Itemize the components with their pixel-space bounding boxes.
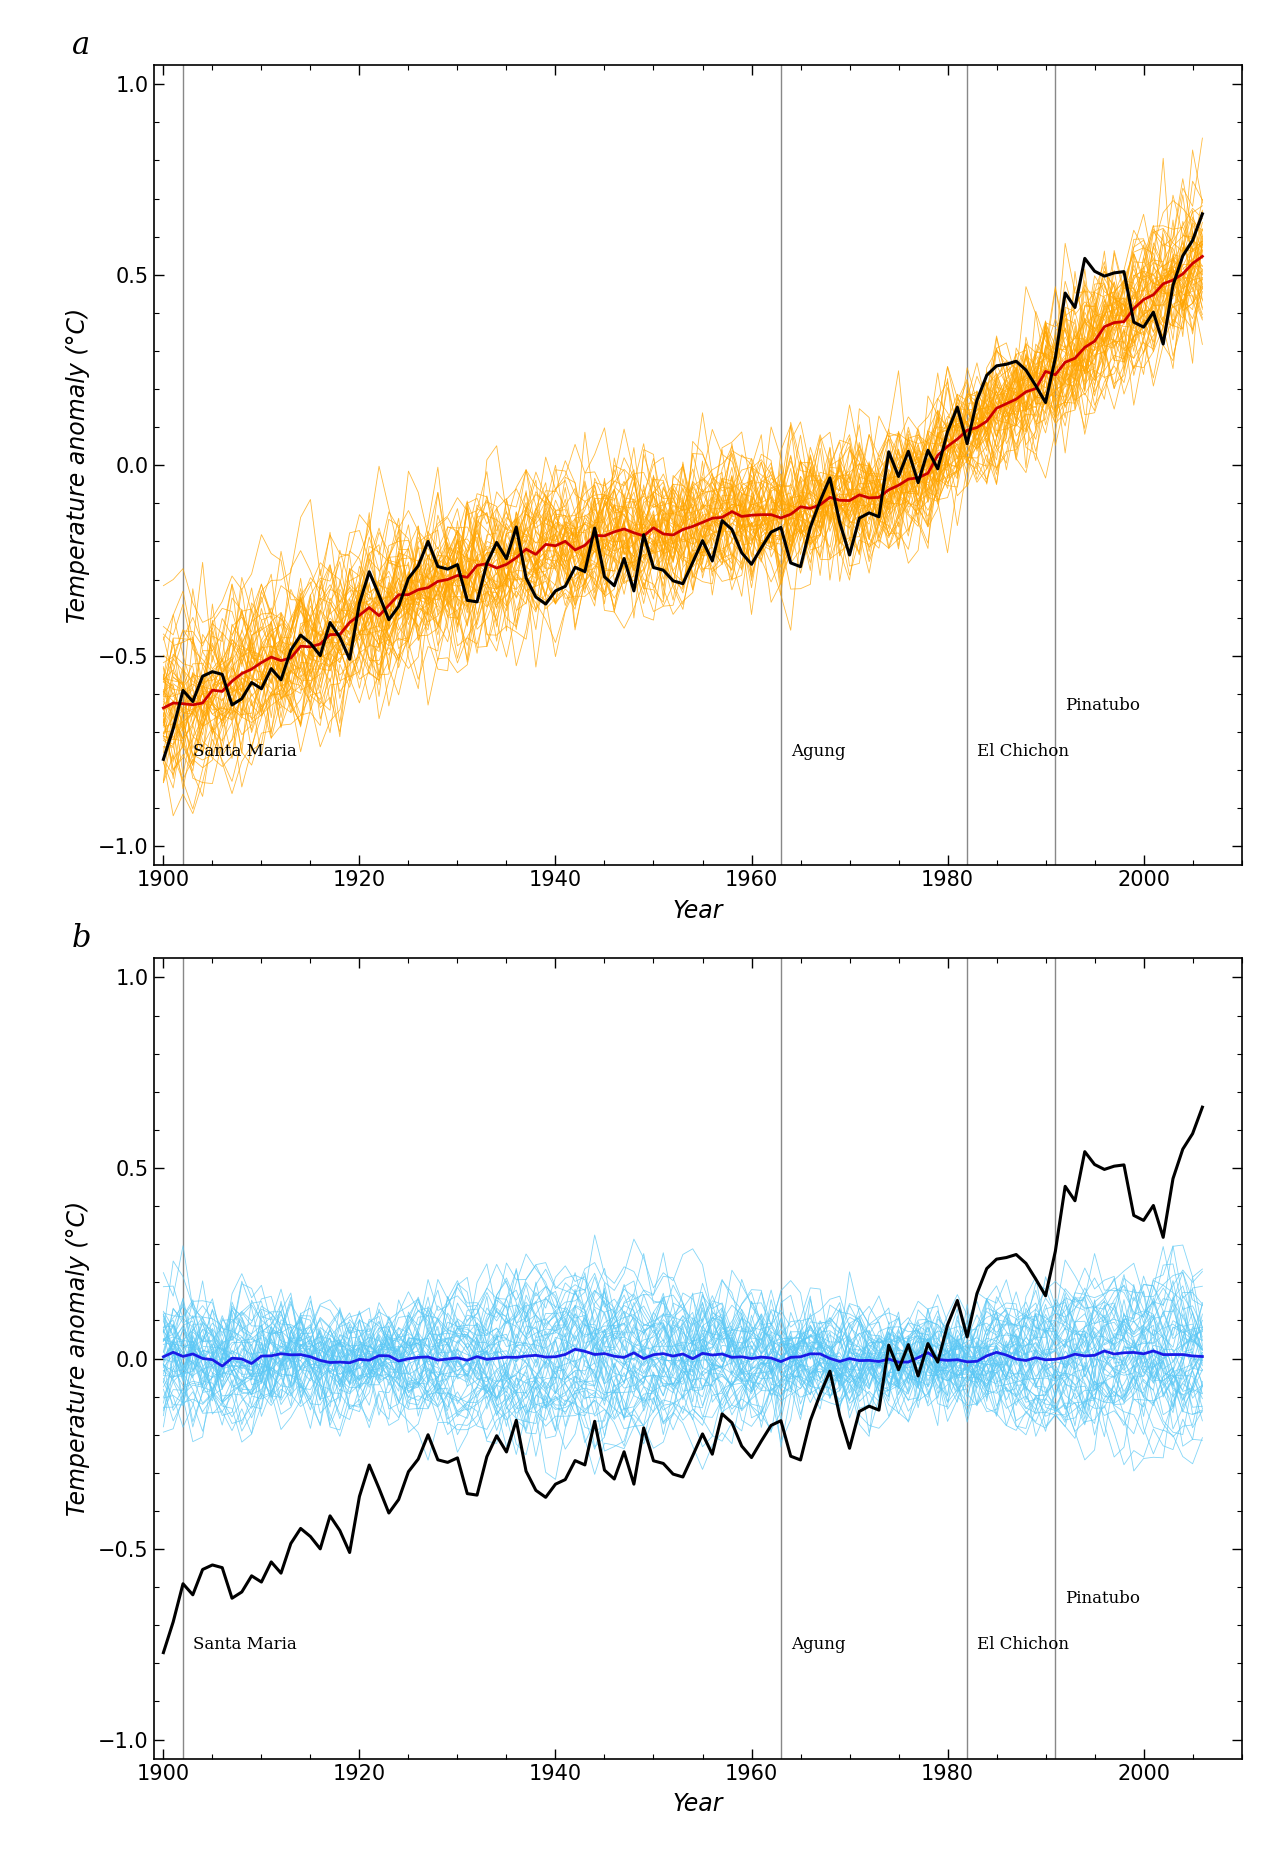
X-axis label: Year: Year — [672, 1792, 723, 1816]
Text: b: b — [72, 923, 91, 955]
Y-axis label: Temperature anomaly (°C): Temperature anomaly (°C) — [65, 1200, 90, 1517]
Text: Santa Maria: Santa Maria — [193, 1636, 297, 1653]
Text: Agung: Agung — [791, 743, 845, 759]
Text: Agung: Agung — [791, 1636, 845, 1653]
Text: El Chichon: El Chichon — [977, 743, 1069, 759]
Text: a: a — [72, 30, 90, 61]
Text: El Chichon: El Chichon — [977, 1636, 1069, 1653]
Text: Pinatubo: Pinatubo — [1065, 1589, 1140, 1608]
X-axis label: Year: Year — [672, 899, 723, 923]
Y-axis label: Temperature anomaly (°C): Temperature anomaly (°C) — [65, 307, 90, 623]
Text: Santa Maria: Santa Maria — [193, 743, 297, 759]
Text: Pinatubo: Pinatubo — [1065, 696, 1140, 715]
